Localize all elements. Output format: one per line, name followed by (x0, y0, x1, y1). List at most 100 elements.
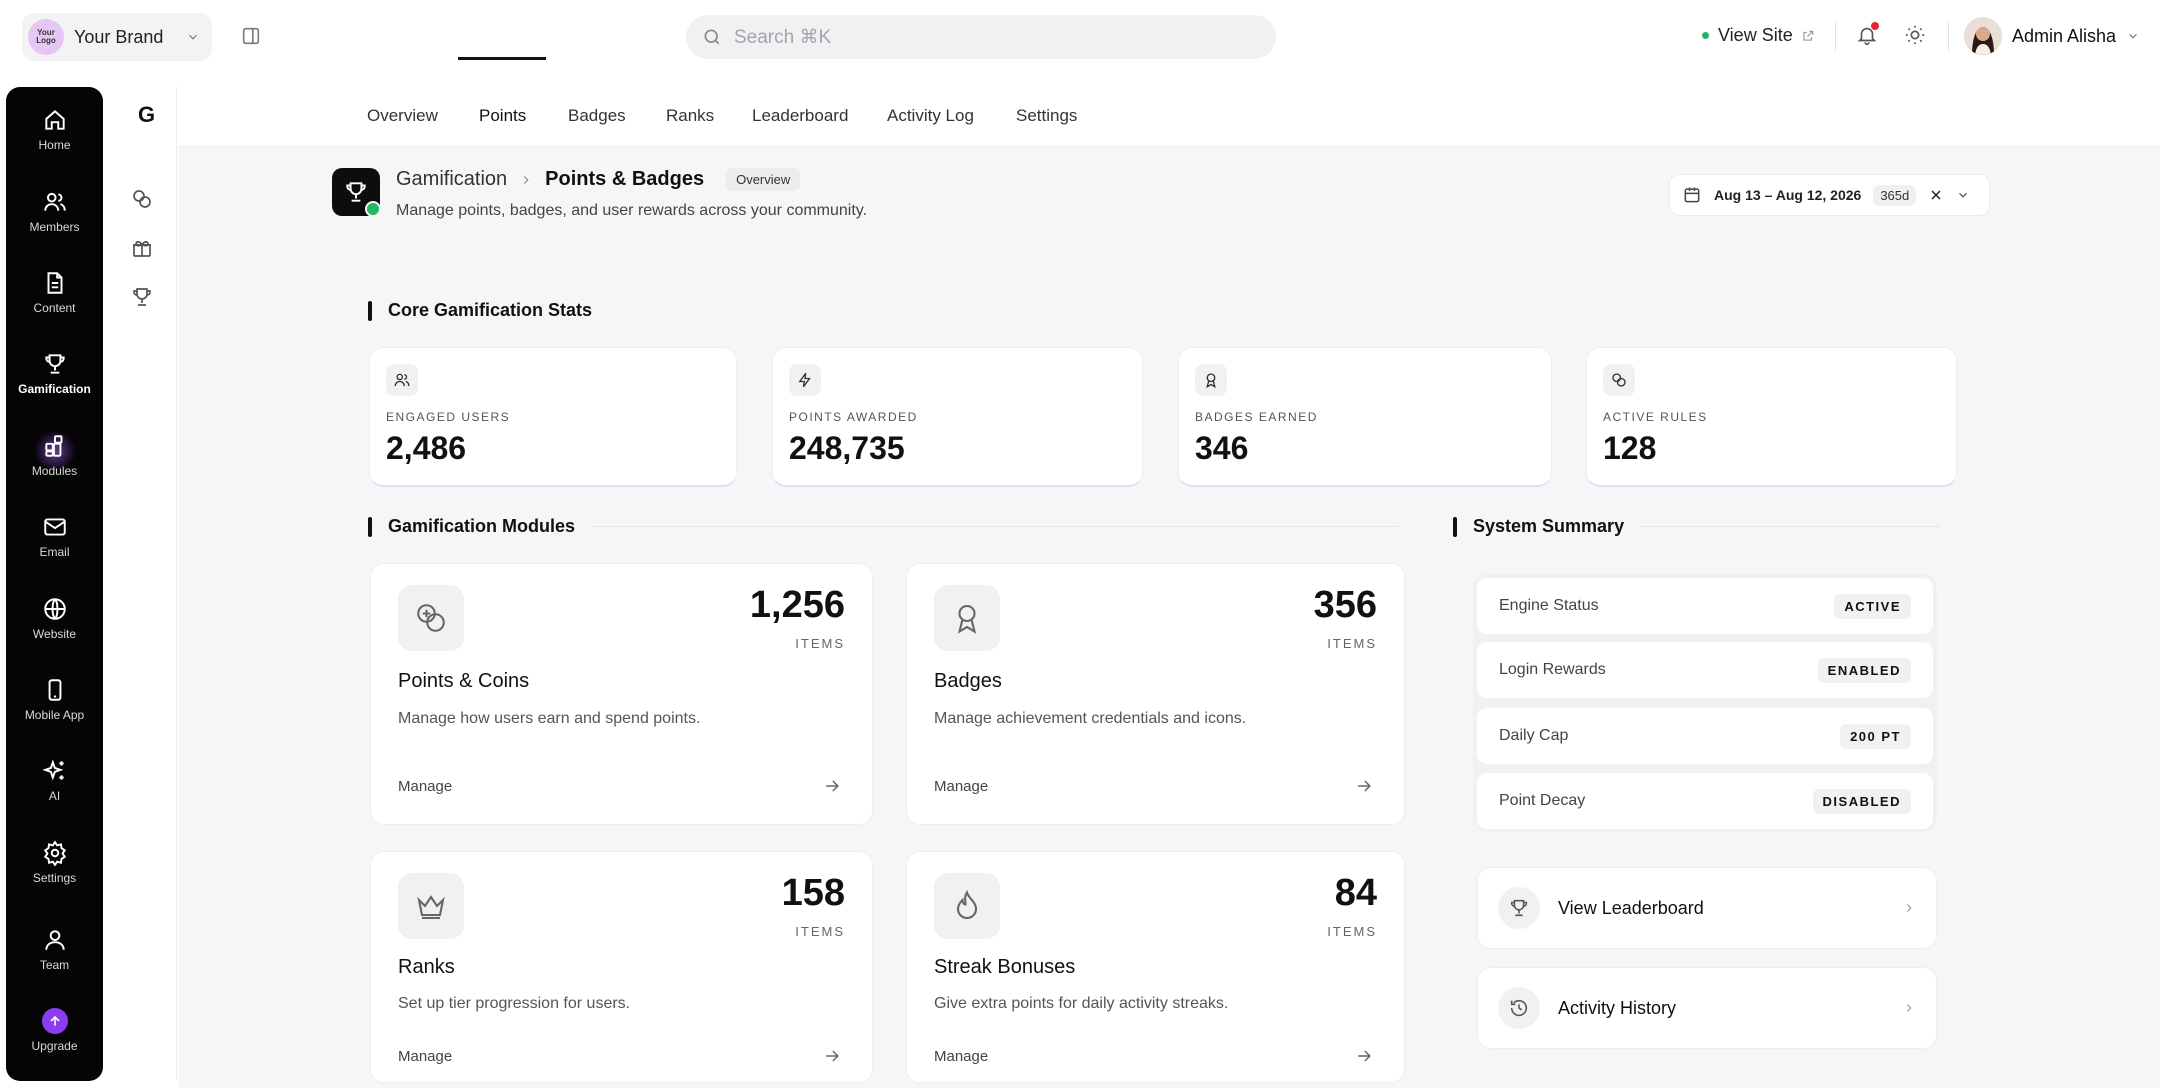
main-sidebar: Home Members Content Gamification Module… (6, 87, 103, 1081)
site-status-dot (1702, 32, 1709, 39)
user-menu[interactable]: Admin Alisha (1964, 17, 2140, 55)
trophy-icon[interactable] (130, 285, 154, 309)
close-icon[interactable] (1928, 187, 1944, 203)
view-leaderboard-link[interactable]: View Leaderboard (1477, 867, 1937, 949)
date-range-picker[interactable]: Aug 13 – Aug 12, 2026 365d (1669, 174, 1990, 216)
module-count: 84 (1334, 872, 1377, 914)
tab-ranks[interactable]: Ranks (666, 106, 715, 125)
arrow-right-icon[interactable] (822, 1046, 842, 1066)
brand-logo-line2: Logo (36, 36, 56, 45)
module-card-streak-bonuses[interactable]: 84 ITEMS Streak Bonuses Give extra point… (906, 851, 1405, 1083)
module-card-points-coins[interactable]: 1,256 ITEMS Points & Coins Manage how us… (370, 563, 873, 825)
sidebar-item-upgrade[interactable]: Upgrade (6, 1008, 103, 1053)
breadcrumb: Gamification Points & Badges Overview (396, 168, 801, 191)
module-description: Manage achievement credentials and icons… (934, 710, 1247, 727)
theme-toggle-icon[interactable] (1904, 24, 1926, 46)
sidebar-item-email[interactable]: Email (6, 514, 103, 559)
system-summary-list: Engine Status ACTIVE Login Rewards ENABL… (1473, 574, 1937, 832)
summary-row: Engine Status ACTIVE (1477, 578, 1933, 634)
section-divider (591, 526, 1400, 527)
module-description: Give extra points for daily activity str… (934, 995, 1229, 1012)
status-badge: ENABLED (1817, 657, 1911, 683)
breadcrumb-root[interactable]: Gamification (396, 168, 508, 190)
section-system-summary: System Summary (1453, 516, 1941, 537)
section-marker (368, 516, 372, 537)
globe-icon (42, 596, 68, 622)
sidebar-item-mobile-app[interactable]: Mobile App (6, 677, 103, 722)
coins-icon[interactable] (130, 187, 154, 211)
sidebar-item-label: Settings (32, 871, 77, 885)
stat-card-badges-earned: BADGES EARNED 346 (1178, 347, 1552, 487)
sidebar-item-label: Upgrade (31, 1039, 78, 1053)
sidebar-item-label: Members (29, 220, 80, 234)
module-title: Badges (934, 670, 1002, 692)
manage-link[interactable]: Manage (934, 1048, 989, 1065)
sidebar-item-label: Modules (31, 464, 78, 478)
status-badge: ACTIVE (1834, 593, 1911, 619)
manage-link[interactable]: Manage (934, 778, 989, 795)
stat-card-active-rules: ACTIVE RULES 128 (1586, 347, 1957, 487)
view-site-link[interactable]: View Site (1702, 25, 1815, 46)
activity-history-link[interactable]: Activity History (1477, 967, 1937, 1049)
section-modules: Gamification Modules (368, 516, 1400, 537)
status-dot (365, 201, 381, 217)
sidebar-item-modules[interactable]: Modules (6, 433, 103, 478)
calendar-icon (1682, 185, 1702, 205)
tab-points[interactable]: Points (479, 106, 527, 125)
tab-leaderboard[interactable]: Leaderboard (752, 106, 849, 125)
bolt-icon (789, 364, 821, 396)
bell-icon[interactable] (1856, 24, 1878, 46)
status-badge: 200 PT (1840, 723, 1911, 749)
manage-link[interactable]: Manage (398, 1048, 453, 1065)
tab-overview[interactable]: Overview (367, 106, 438, 125)
stat-value: 2,486 (386, 430, 467, 466)
summary-row: Login Rewards ENABLED (1477, 642, 1933, 698)
chevron-down-icon (2126, 29, 2140, 43)
brand-name: Your Brand (74, 26, 164, 47)
user-name: Admin Alisha (2012, 25, 2117, 46)
search-input[interactable]: Search ⌘K (686, 15, 1276, 59)
arrow-right-icon[interactable] (1354, 776, 1374, 796)
sidebar-item-label: Mobile App (24, 708, 85, 722)
sidebar-item-label: Website (32, 627, 77, 641)
sidebar-item-website[interactable]: Website (6, 596, 103, 641)
sidebar-item-team[interactable]: Team (6, 927, 103, 972)
avatar (1964, 17, 2002, 55)
brand-switcher[interactable]: Your Logo Your Brand (22, 13, 212, 61)
module-card-ranks[interactable]: 158 ITEMS Ranks Set up tier progression … (370, 851, 873, 1083)
tab-badges[interactable]: Badges (568, 106, 626, 125)
gift-icon[interactable] (130, 236, 154, 260)
trophy-icon (343, 179, 369, 205)
sidebar-item-ai[interactable]: AI (6, 758, 103, 803)
mail-icon (42, 514, 68, 540)
module-card-badges[interactable]: 356 ITEMS Badges Manage achievement cred… (906, 563, 1405, 825)
sidebar-item-members[interactable]: Members (6, 189, 103, 234)
status-badge: DISABLED (1812, 788, 1911, 814)
module-description: Set up tier progression for users. (398, 995, 631, 1012)
sidebar-toggle-icon[interactable] (240, 25, 262, 47)
sidebar-item-gamification[interactable]: Gamification (6, 351, 103, 396)
tab-settings[interactable]: Settings (1016, 106, 1078, 125)
summary-row: Daily Cap 200 PT (1477, 708, 1933, 764)
flame-icon (934, 873, 1000, 939)
arrow-right-icon[interactable] (1354, 1046, 1374, 1066)
divider (1835, 22, 1836, 52)
module-unit: ITEMS (795, 924, 845, 939)
tab-activity-log[interactable]: Activity Log (887, 106, 974, 125)
manage-link[interactable]: Manage (398, 778, 453, 795)
active-tab-indicator (458, 57, 546, 60)
sidebar-item-home[interactable]: Home (6, 107, 103, 152)
sidebar-item-content[interactable]: Content (6, 270, 103, 315)
phone-icon (42, 677, 68, 703)
section-marker (368, 300, 372, 321)
sparkles-icon (41, 758, 68, 784)
chevron-down-icon[interactable] (1956, 188, 1970, 202)
stat-card-engaged-users: ENGAGED USERS 2,486 (369, 347, 737, 487)
sidebar-item-settings[interactable]: Settings (6, 840, 103, 885)
link-icon (1603, 364, 1635, 396)
arrow-right-icon[interactable] (822, 776, 842, 796)
chevron-right-icon (519, 173, 533, 187)
section-divider (1640, 526, 1941, 527)
page-title: Points & Badges (545, 168, 705, 190)
view-site-label: View Site (1718, 25, 1793, 45)
